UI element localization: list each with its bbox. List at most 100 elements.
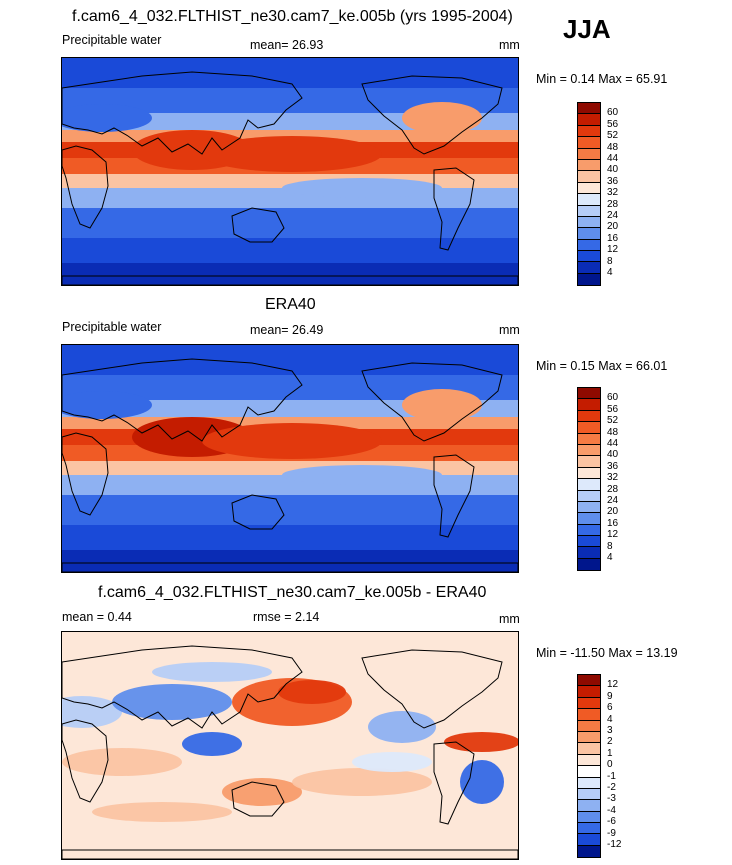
colorbar-segment [578,399,600,411]
colorbar-segment [578,823,600,835]
colorbar-tick-label: 6 [607,702,613,714]
colorbar-tick-label: 44 [607,438,619,449]
colorbar-segment [578,697,600,710]
rmse-label: rmse = 2.14 [253,610,320,624]
colorbar-tick-label: 60 [607,392,619,404]
colorbar-tick-label: 4 [607,267,613,278]
map-precipitable-water-era40 [61,344,519,573]
colorbar-segment [578,834,600,846]
colorbar-tick-label: 48 [607,426,619,438]
colorbar-segment [578,251,600,263]
panel-title: f.cam6_4_032.FLTHIST_ne30.cam7_ke.005b (… [72,8,513,25]
colorbar-segment [578,114,600,126]
colorbar-segment [578,262,600,274]
colorbar-segment [578,148,600,160]
colorbar-tick-label: 8 [607,255,613,267]
colorbar-tick-label: 0 [607,759,613,771]
colorbar-segment [578,228,600,240]
season-label: JJA [563,14,611,44]
colorbar-tick-label: 9 [607,690,613,702]
colorbar-segment [578,422,600,434]
units-label: mm [499,323,520,337]
colorbar-tick-label: 16 [607,232,619,244]
minmax-label: Min = 0.15 Max = 66.01 [536,359,668,373]
colorbar-segment [578,159,600,172]
colorbar-segment [578,479,600,491]
colorbar-segment [578,547,600,559]
colorbar-tick-label: 52 [607,130,619,142]
colorbar-tick-label: 4 [607,552,613,563]
variable-label: Precipitable water [62,320,162,334]
colorbar-segment [578,845,600,858]
colorbar [577,674,601,859]
colorbar-tick-label: -6 [607,816,616,828]
map-precipitable-water-model [61,57,519,286]
colorbar-tick-label: 12 [607,529,619,541]
colorbar-segment [578,788,600,801]
colorbar-tick-label: 28 [607,483,619,495]
colorbar-segment [578,205,600,217]
colorbar-segment [578,410,600,423]
colorbar-segment [578,456,600,468]
colorbar-tick-label: 12 [607,679,619,691]
colorbar [577,387,601,572]
colorbar-tick-label: 28 [607,198,619,210]
colorbar-segment [578,766,600,778]
colorbar-tick-label: 12 [607,244,619,256]
colorbar-tick-label: 36 [607,175,619,187]
colorbar-tick-label: 44 [607,153,619,164]
variable-label: Precipitable water [62,33,162,47]
colorbar-segment [578,777,600,789]
colorbar-tick-label: 24 [607,210,619,221]
colorbar-segment [578,731,600,744]
colorbar-segment [578,720,600,732]
map-difference [61,631,519,860]
units-label: mm [499,38,520,52]
colorbar-segment [578,194,600,206]
colorbar-segment [578,490,600,502]
colorbar-tick-label: -3 [607,793,616,805]
colorbar-tick-label: 60 [607,107,619,119]
colorbar-tick-label: 8 [607,540,613,552]
colorbar-segment [578,125,600,138]
colorbar-segment [578,273,600,286]
units-label: mm [499,612,520,626]
colorbar-segment [578,800,600,812]
colorbar-tick-label: 3 [607,725,613,736]
colorbar-tick-label: -1 [607,770,616,782]
colorbar-segment [578,444,600,457]
colorbar-tick-label: 1 [607,747,613,759]
colorbar-tick-label: 32 [607,472,619,484]
colorbar-segment [578,536,600,548]
colorbar-tick-label: 52 [607,415,619,427]
colorbar-segment [578,524,600,537]
colorbar-tick-label: 16 [607,517,619,529]
colorbar-tick-label: 36 [607,460,619,472]
colorbar-tick-label: 56 [607,403,619,415]
colorbar-segment [578,743,600,755]
colorbar-segment [578,216,600,229]
colorbar-segment [578,239,600,252]
minmax-label: Min = 0.14 Max = 65.91 [536,72,668,86]
mean-label: mean = 0.44 [62,610,132,624]
colorbar-segment [578,558,600,571]
colorbar-tick-label: 40 [607,449,619,461]
colorbar-segment [578,388,600,400]
colorbar-segment [578,467,600,480]
colorbar-tick-label: -9 [607,827,616,839]
panel-title: f.cam6_4_032.FLTHIST_ne30.cam7_ke.005b -… [98,584,487,601]
colorbar-tick-label: 56 [607,118,619,130]
colorbar-segment [578,709,600,721]
colorbar-segment [578,501,600,514]
mean-label: mean= 26.93 [250,38,324,52]
colorbar-segment [578,513,600,525]
colorbar-segment [578,811,600,824]
colorbar-segment [578,103,600,115]
colorbar-segment [578,137,600,149]
colorbar-tick-label: 32 [607,187,619,199]
colorbar-tick-label: -4 [607,804,616,816]
colorbar-tick-label: -12 [607,839,622,850]
minmax-label: Min = -11.50 Max = 13.19 [536,646,678,660]
panel-title: ERA40 [265,296,316,313]
colorbar-tick-label: 24 [607,495,619,506]
